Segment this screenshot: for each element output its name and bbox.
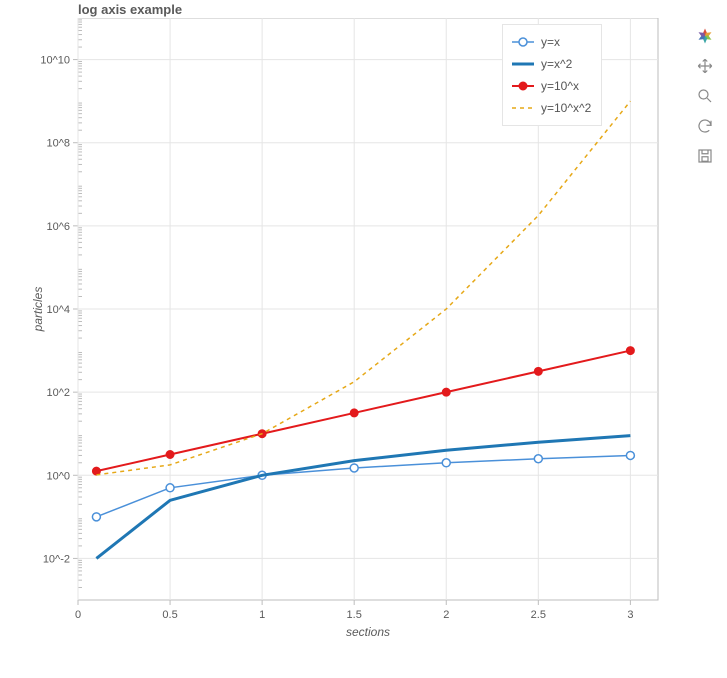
marker-y10x xyxy=(442,388,450,396)
y-tick-label: 10^-2 xyxy=(43,553,70,565)
y-tick-label: 10^10 xyxy=(40,55,70,67)
marker-yx xyxy=(350,464,358,472)
legend-label: y=10^x^2 xyxy=(541,101,591,115)
legend-label: y=x xyxy=(541,35,560,49)
x-tick-label: 0.5 xyxy=(162,609,177,621)
series-y10x xyxy=(96,351,630,472)
legend-swatch xyxy=(511,79,535,93)
legend-item-yx2[interactable]: y=x^2 xyxy=(511,53,591,75)
x-tick-label: 2 xyxy=(443,609,449,621)
legend-label: y=x^2 xyxy=(541,57,572,71)
pan-tool[interactable] xyxy=(691,52,719,80)
legend-swatch xyxy=(511,101,535,115)
marker-yx xyxy=(92,513,100,521)
legend-item-y10x[interactable]: y=10^x xyxy=(511,75,591,97)
reset-tool[interactable] xyxy=(691,112,719,140)
series-y10x2 xyxy=(96,101,630,475)
x-tick-label: 1.5 xyxy=(347,609,362,621)
series-yx xyxy=(96,455,630,516)
y-tick-label: 10^6 xyxy=(46,221,70,233)
legend[interactable]: y=x y=x^2 y=10^x y=10^x^2 xyxy=(502,24,602,126)
legend-item-yx[interactable]: y=x xyxy=(511,31,591,53)
legend-swatch xyxy=(511,35,535,49)
marker-y10x xyxy=(350,409,358,417)
marker-yx xyxy=(534,455,542,463)
save-tool[interactable] xyxy=(691,142,719,170)
x-tick-label: 3 xyxy=(627,609,633,621)
y-tick-label: 10^2 xyxy=(46,387,70,399)
y-tick-label: 10^8 xyxy=(46,138,70,150)
marker-y10x xyxy=(626,347,634,355)
marker-yx xyxy=(626,451,634,459)
x-tick-label: 2.5 xyxy=(531,609,546,621)
y-tick-label: 10^4 xyxy=(46,304,70,316)
y-axis-label: particles xyxy=(31,287,45,333)
marker-yx xyxy=(166,484,174,492)
legend-swatch xyxy=(511,57,535,71)
marker-yx xyxy=(442,459,450,467)
x-tick-label: 1 xyxy=(259,609,265,621)
plot-title: log axis example xyxy=(78,2,182,17)
legend-item-y10x2[interactable]: y=10^x^2 xyxy=(511,97,591,119)
marker-y10x xyxy=(534,367,542,375)
legend-label: y=10^x xyxy=(541,79,579,93)
toolbar xyxy=(689,22,721,172)
y-tick-label: 10^0 xyxy=(46,470,70,482)
x-tick-label: 0 xyxy=(75,609,81,621)
bokeh-logo xyxy=(691,22,719,50)
x-axis-label: sections xyxy=(346,625,390,638)
box-zoom-tool[interactable] xyxy=(691,82,719,110)
marker-y10x xyxy=(166,450,174,458)
